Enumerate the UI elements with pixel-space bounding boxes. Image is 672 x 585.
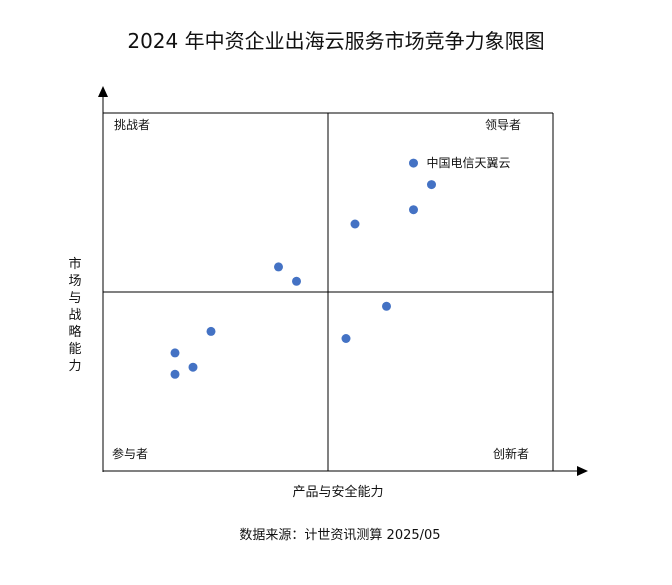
quadrant-label-leaders: 领导者 (485, 118, 521, 132)
quadrant-label-innovators: 创新者 (493, 446, 529, 461)
data-point-12 (170, 369, 180, 379)
data-point-1 (409, 158, 418, 168)
data-point-7 (382, 301, 391, 311)
data-point-11 (188, 362, 198, 372)
quadrant-label-challengers: 挑战者 (114, 118, 150, 132)
data-point-4 (350, 219, 360, 229)
data-point-label: 中国电信天翼云 (427, 155, 511, 170)
plot-area (98, 86, 588, 476)
data-points: 中国电信天翼云 (170, 155, 511, 379)
data-point-2 (427, 180, 436, 190)
chart-title: 2024 年中资企业出海云服务市场竞争力象限图 (127, 29, 544, 53)
data-source: 数据来源：计世资讯测算 2025/05 (239, 528, 440, 543)
data-point-5 (274, 262, 283, 272)
x-axis-label: 产品与安全能力 (292, 484, 383, 500)
data-point-8 (341, 334, 351, 343)
data-point-6 (292, 276, 301, 286)
data-point-10 (170, 348, 180, 358)
y-axis-label: 市场与战略能力 (68, 256, 81, 374)
data-point-3 (409, 205, 418, 215)
y-axis-arrow (98, 86, 108, 97)
x-axis-arrow (577, 466, 588, 476)
quadrant-label-participants: 参与者 (112, 446, 148, 461)
data-point-9 (206, 326, 216, 336)
